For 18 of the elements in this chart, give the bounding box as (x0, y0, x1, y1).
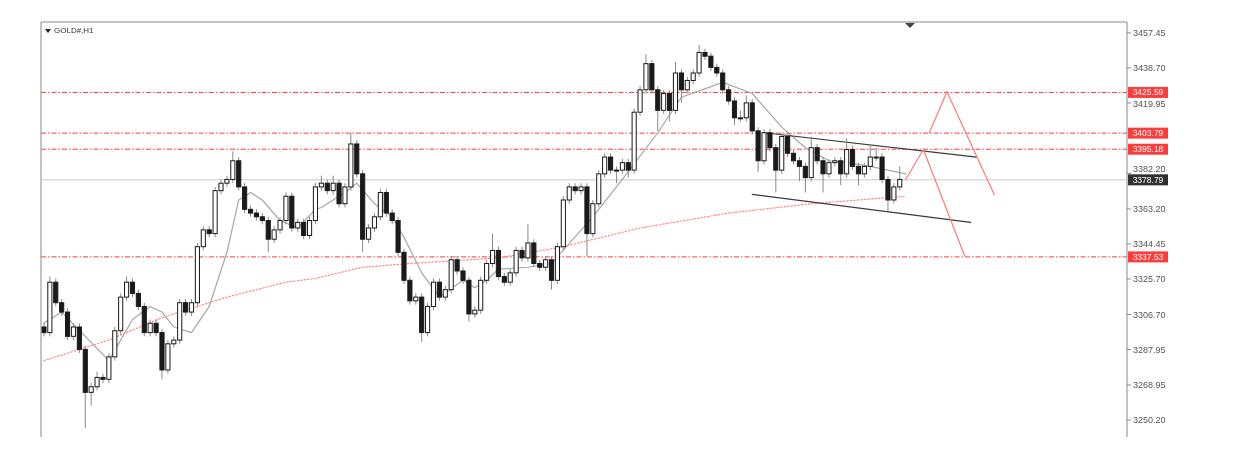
y-tick-label: 3438.70 (1133, 63, 1166, 74)
y-tick-label: 3306.70 (1133, 309, 1166, 320)
ref-line-label: 3425.59 (1132, 87, 1164, 98)
ref-line-label: 3403.79 (1132, 128, 1164, 139)
y-tick-label: 3457.45 (1133, 28, 1166, 39)
text: GOLD#,H1 (54, 26, 95, 35)
ref-line-label: 3378.79 (1132, 174, 1164, 185)
ref-line-label: 3395.18 (1132, 144, 1164, 155)
y-tick-label: 3344.45 (1133, 239, 1166, 250)
line-series (43, 195, 907, 362)
y-tick-label: 3287.95 (1133, 344, 1166, 355)
ref-line-label: 3337.53 (1132, 251, 1164, 262)
y-tick-label: 3268.95 (1133, 380, 1166, 391)
y-tick-label: 3419.95 (1133, 98, 1166, 109)
y-tick-label: 3363.20 (1133, 204, 1166, 215)
y-tick-label: 3325.70 (1133, 274, 1166, 285)
y-tick-label: 3382.20 (1133, 163, 1166, 174)
y-tick-label: 3250.20 (1133, 415, 1166, 426)
